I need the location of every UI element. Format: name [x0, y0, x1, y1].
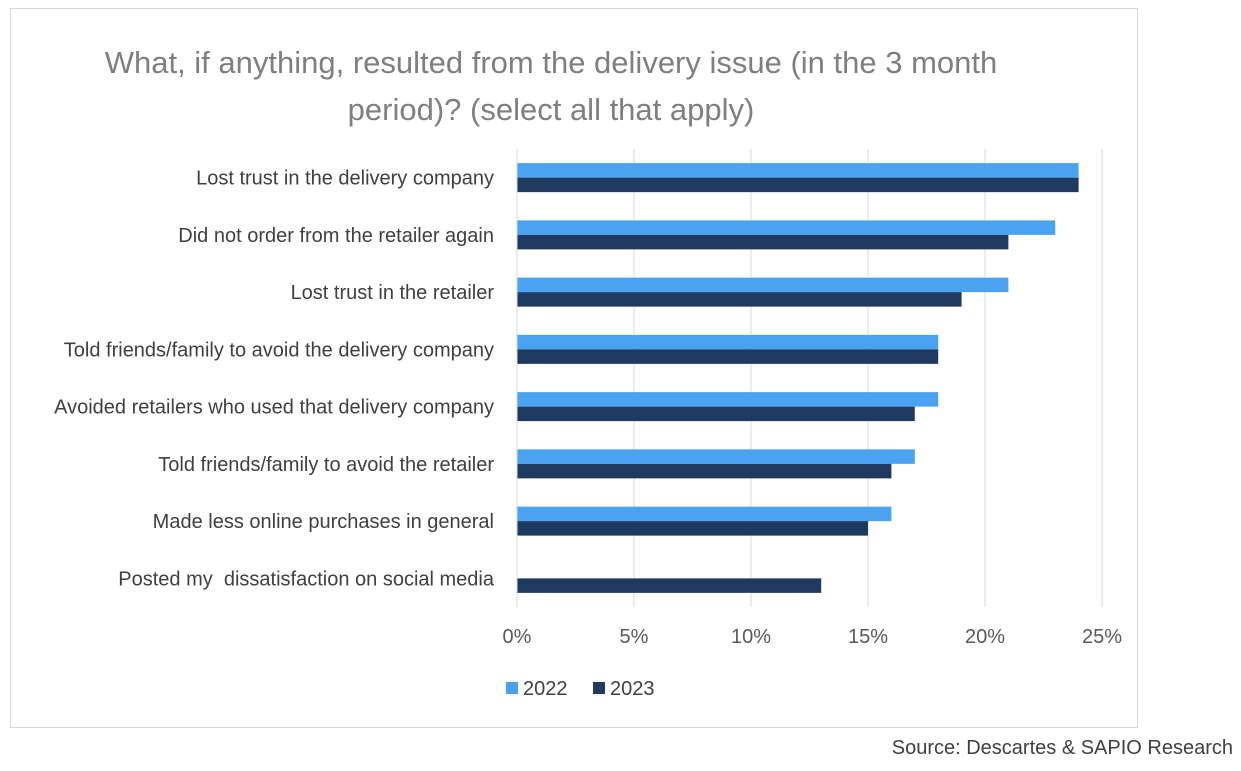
category-label: Lost trust in the delivery company — [196, 168, 494, 190]
category-label: Did not order from the retailer again — [178, 225, 494, 247]
x-tick-label: 20% — [965, 626, 1005, 648]
bar-2022 — [517, 506, 892, 522]
category-label: Made less online purchases in general — [153, 511, 494, 533]
x-tick-label: 25% — [1082, 626, 1122, 648]
source-note: Source: Descartes & SAPIO Research — [891, 737, 1233, 759]
bar-2022 — [517, 220, 1056, 235]
bar-2022 — [517, 334, 939, 350]
bar-2023 — [517, 463, 892, 479]
chart-frame: What, if anything, resulted from the del… — [10, 8, 1138, 728]
legend-swatch-2022 — [506, 682, 518, 694]
legend-label: 2023 — [610, 678, 655, 700]
category-label: Avoided retailers who used that delivery… — [54, 397, 494, 419]
bar-2023 — [517, 349, 939, 364]
bar-2023 — [517, 578, 822, 593]
bar-2022 — [517, 449, 915, 464]
x-tick-label: 0% — [503, 626, 532, 648]
legend-label: 2022 — [523, 678, 568, 700]
bar-2023 — [517, 521, 868, 536]
chart-title: What, if anything, resulted from the del… — [104, 45, 998, 127]
category-label: Posted my dissatisfaction on social medi… — [118, 568, 495, 590]
bar-2022 — [517, 392, 939, 407]
x-tick-label: 5% — [620, 626, 649, 648]
category-label: Told friends/family to avoid the retaile… — [158, 454, 494, 476]
bar-2023 — [517, 292, 962, 307]
legend-swatch-2023 — [593, 682, 605, 694]
bar-2023 — [517, 177, 1079, 193]
bar-2022 — [517, 163, 1079, 178]
category-label: Lost trust in the retailer — [291, 282, 495, 304]
bar-2022 — [517, 277, 1009, 293]
x-tick-label: 10% — [731, 626, 771, 648]
bar-2023 — [517, 234, 1009, 250]
category-label: Told friends/family to avoid the deliver… — [64, 339, 494, 361]
x-tick-label: 15% — [848, 626, 888, 648]
bar-2023 — [517, 406, 915, 422]
